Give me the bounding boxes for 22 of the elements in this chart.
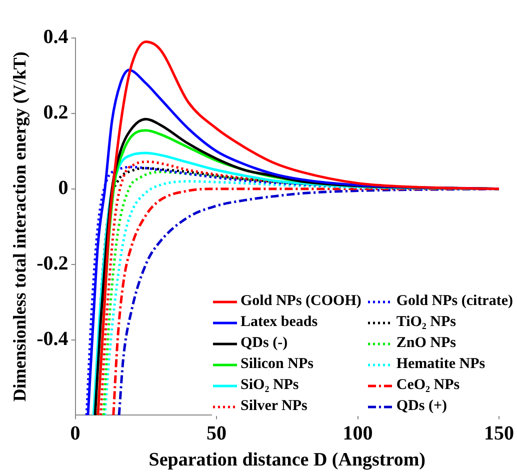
legend-label: QDs (+) bbox=[396, 397, 447, 416]
legend-label: QDs (-) bbox=[240, 334, 288, 353]
legend-label: Silicon NPs bbox=[240, 355, 314, 374]
x-tick-label: 100 bbox=[342, 422, 373, 444]
y-tick-label: 0.2 bbox=[43, 102, 68, 124]
legend-label: CeO₂ NPs bbox=[396, 376, 460, 395]
legend-label: Gold NPs (COOH) bbox=[240, 292, 362, 311]
y-tick-label: -0.4 bbox=[36, 328, 68, 350]
y-tick-label: 0.4 bbox=[43, 26, 68, 48]
legend-label: Latex beads bbox=[240, 313, 318, 332]
x-tick-label: 150 bbox=[484, 422, 514, 444]
legend-label: Gold NPs (citrate) bbox=[396, 292, 513, 311]
y-axis-title: Dimensionless total interaction energy (V/kT) bbox=[9, 52, 30, 402]
y-tick-label: 0 bbox=[58, 177, 68, 200]
legend-label: ZnO NPs bbox=[396, 334, 456, 353]
legend-label: SiO₂ NPs bbox=[240, 376, 299, 395]
x-tick-label: 50 bbox=[206, 422, 227, 444]
y-tick-label: -0.2 bbox=[36, 252, 68, 274]
legend-label: Silver NPs bbox=[240, 397, 308, 416]
legend-label: Hematite NPs bbox=[396, 355, 486, 374]
x-axis-title: Separation distance D (Angstrom) bbox=[148, 450, 426, 471]
legend-label: TiO₂ NPs bbox=[396, 313, 456, 332]
